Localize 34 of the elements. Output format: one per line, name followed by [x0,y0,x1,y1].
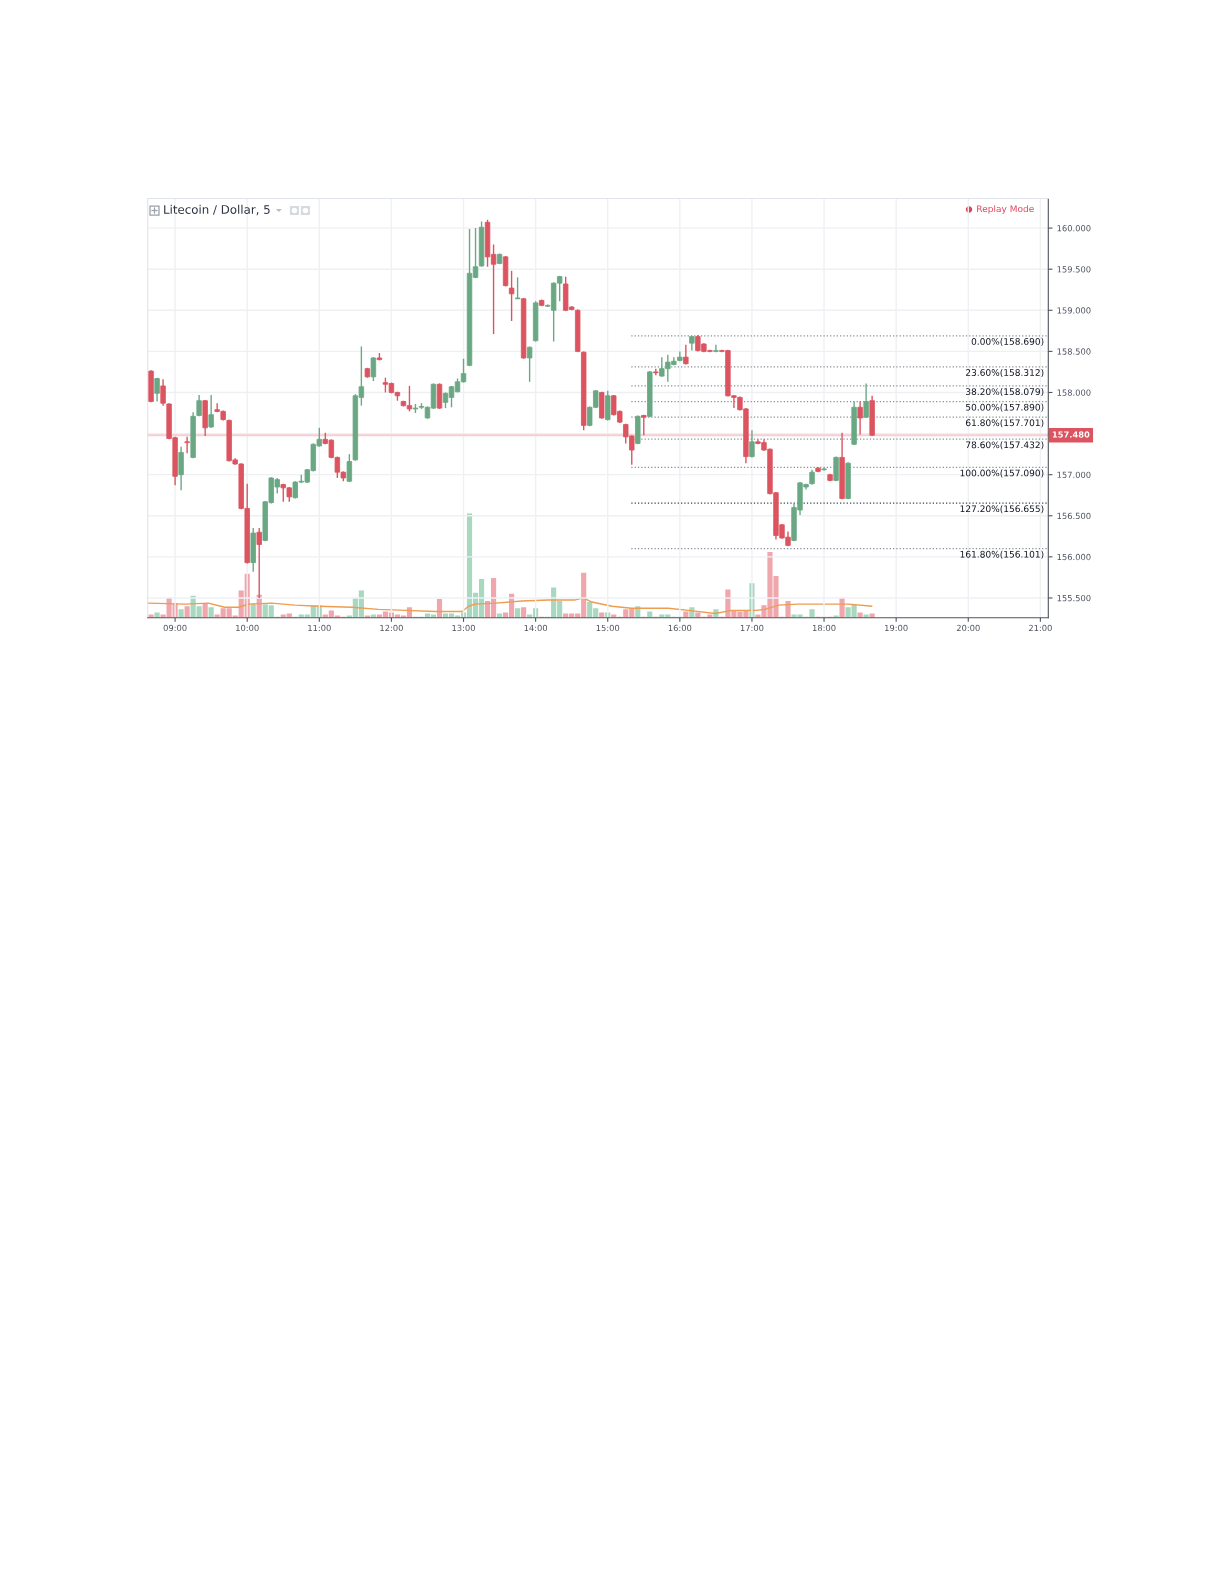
y-tick-label: 158.500 [1057,348,1091,355]
x-tick-label: 13:00 [452,624,475,632]
y-tick-label: 160.000 [1057,225,1091,232]
x-tick-label: 19:00 [885,624,908,632]
x-tick-label: 20:00 [956,624,980,632]
x-tick-label: 17:00 [740,624,764,632]
y-tick-label: 156.500 [1057,512,1091,520]
y-tick-label: 158.000 [1057,389,1091,396]
ref-line-label: 50.00%(157.890) [966,403,1044,412]
y-tick-label: 159.000 [1057,307,1091,314]
x-tick-label: 12:00 [380,624,403,632]
ref-line-label: 161.80%(156.101) [960,550,1044,559]
ref-line-label: 127.20%(156.655) [960,505,1044,514]
x-tick-label: 10:00 [236,624,259,632]
x-tick-label: 15:00 [596,624,620,632]
chart-title: Litecoin / Dollar, 5 [164,204,270,216]
x-tick-label: 11:00 [308,624,331,632]
ref-line-label: 157.480 [1052,431,1090,438]
ref-line-label: 38.20%(158.079) [966,388,1044,397]
ref-line-label: 61.80%(157.701) [965,419,1044,428]
y-tick-label: 157.000 [1057,471,1091,478]
ref-line-label: 0.00%(158.690) [971,337,1044,346]
x-tick-label: 16:00 [668,624,692,632]
y-tick-label: 159.500 [1057,266,1091,273]
ref-line-label: 100.00%(157.090) [960,469,1044,478]
annotation: Replay Mode [977,205,1034,214]
ref-line-label: 23.60%(158.312) [966,368,1044,377]
y-tick-label: 156.000 [1057,553,1091,561]
x-tick-label: 21:00 [1028,624,1052,632]
ref-line-label: 78.60%(157.432) [966,441,1044,450]
y-tick-label: 155.500 [1057,594,1091,602]
x-tick-label: 09:00 [163,624,187,632]
x-tick-label: 14:00 [524,624,548,632]
x-tick-label: 18:00 [812,624,836,632]
